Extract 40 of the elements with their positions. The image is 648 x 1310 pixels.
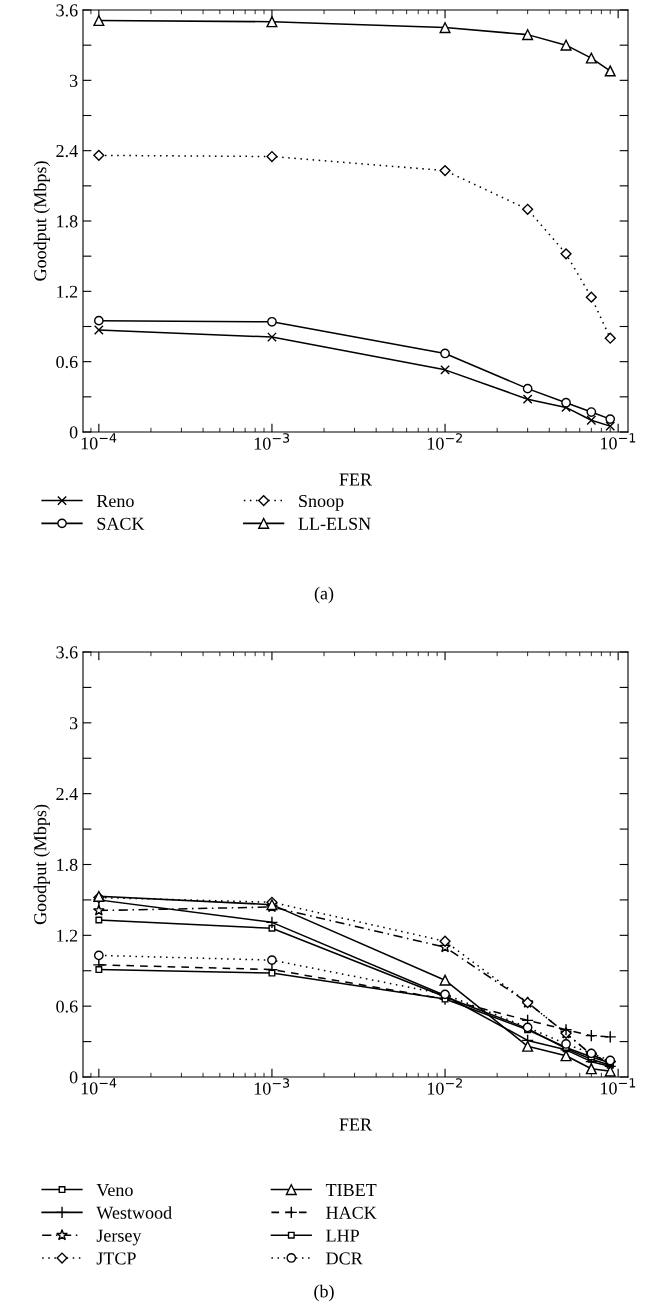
y-tick-label: 3	[69, 74, 78, 87]
y-tick-label: 2.4	[56, 144, 78, 158]
legend-label: Westwood	[96, 1206, 172, 1219]
y-tick-label: 3	[69, 717, 78, 730]
y-tick-label: 2.4	[56, 787, 78, 801]
legend-label: LHP	[326, 1229, 359, 1242]
x-tick-label: 10$^{−4}$	[81, 433, 117, 450]
x-tick-label: 10$^{−1}$	[601, 433, 636, 450]
x-tick-label: 10$^{−2}$	[427, 433, 462, 450]
y-tick-label: 0.6	[56, 1000, 78, 1013]
y-tick-label: 1.2	[57, 285, 78, 298]
y-tick-label: 0	[69, 426, 78, 439]
legend-label: Reno	[96, 495, 134, 508]
legend-label: Veno	[96, 1184, 133, 1197]
y-tick-label: 3.6	[56, 646, 78, 659]
y-axis-title: Goodput (Mbps)	[33, 161, 51, 281]
x-tick-label: 10$^{−4}$	[81, 1078, 117, 1095]
legend-label: DCR	[326, 1252, 363, 1265]
y-tick-label: 1.8	[57, 858, 78, 872]
x-tick-label: 10$^{−1}$	[601, 1078, 636, 1095]
y-tick-label: 3.6	[56, 4, 78, 17]
y-tick-label: 0.6	[56, 355, 78, 369]
x-tick-label: 10$^{−2}$	[427, 1078, 462, 1095]
legend-label: Jersey	[96, 1229, 142, 1246]
y-axis-title: Goodput (Mbps)	[33, 804, 51, 925]
x-axis-title: FER	[339, 473, 373, 486]
x-tick-label: 10$^{−3}$	[254, 433, 290, 450]
legend-label: TIBET	[325, 1184, 377, 1196]
legend-label: Snoop	[299, 494, 344, 511]
legend-label: SACK	[97, 517, 145, 530]
legend-label: HACK	[326, 1206, 377, 1219]
legend-label: LL-ELSN	[298, 517, 371, 530]
y-tick-label: 1.8	[57, 215, 78, 228]
text: (b)	[314, 1284, 334, 1302]
x-axis-title: FER	[339, 1118, 373, 1131]
y-tick-label: 1.2	[57, 929, 78, 942]
text: (a)	[314, 586, 334, 604]
x-tick-label: 10$^{−3}$	[254, 1078, 290, 1095]
y-tick-label: 0	[69, 1071, 78, 1084]
legend-label: JTCP	[96, 1252, 136, 1265]
